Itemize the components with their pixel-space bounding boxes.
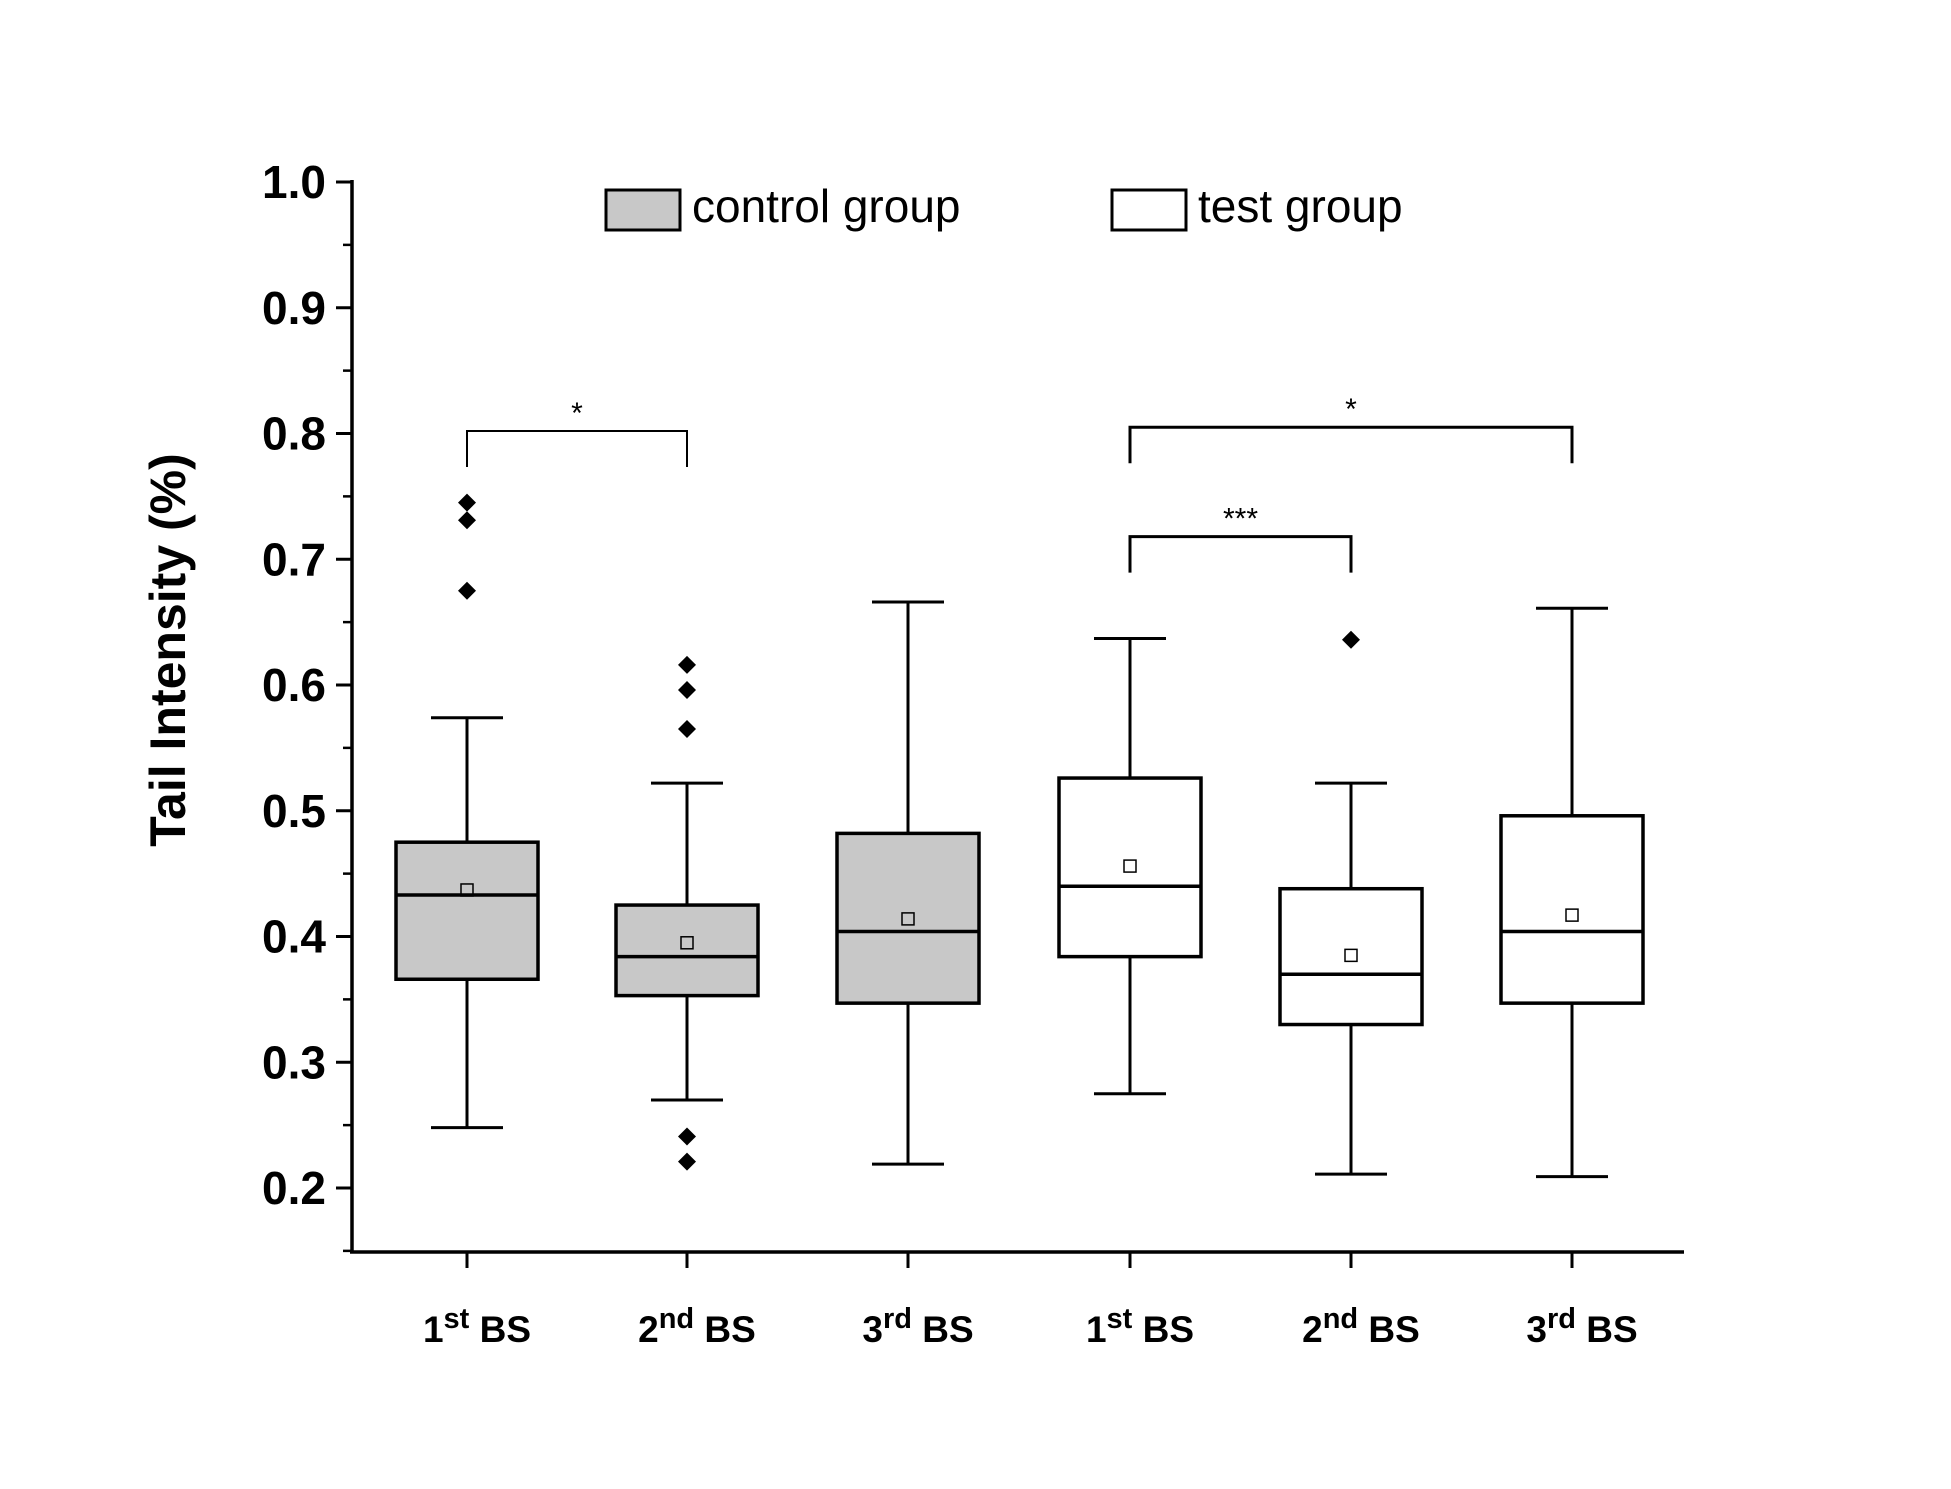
legend-swatch-test [1110,188,1188,232]
y-axis-title-text: Tail Intensity (%) [140,453,196,847]
sig-bracket-3: *** [1128,503,1353,573]
legend-swatch-control [604,188,682,232]
y-tick-label: 0.6 [262,659,326,711]
sig-bracket-2: * [1128,393,1574,464]
legend-label-control: control group [692,180,961,232]
y-tick-label: 0.9 [262,282,326,334]
mean-marker [1565,908,1579,922]
sig-label: *** [1223,503,1258,536]
outlier-point [458,581,476,600]
outlier-point [458,511,476,530]
y-tick-label: 0.2 [262,1162,326,1214]
x-category-label: 2nd BS [638,1303,756,1350]
box-3 [835,600,981,1166]
outlier-point [678,1127,696,1146]
outlier-point [678,720,696,739]
significance-brackets: * **** [466,393,1574,573]
y-tick-label: 1.0 [262,156,326,208]
y-tick-label: 0.3 [262,1036,326,1088]
box-1 [394,493,540,1130]
y-tick-label: 0.4 [262,911,326,963]
box-4 [1057,636,1203,1096]
outlier-point [678,655,696,674]
legend: control group test group [604,180,1403,232]
x-category-label: 2nd BS [1302,1303,1420,1350]
mean-marker [1344,948,1358,963]
box-5 [1278,630,1424,1176]
sig-bracket-line [466,429,688,467]
sig-bracket-line [1128,425,1574,464]
y-tick-label: 0.7 [262,533,326,585]
sig-label: * [1345,393,1357,426]
legend-label-test: test group [1198,180,1403,232]
sig-bracket-1: * [466,397,688,467]
sig-label: * [571,397,583,430]
y-tick-label: 0.8 [262,408,326,460]
y-axis-title: Tail Intensity (%) [140,453,196,847]
mean-marker [901,912,915,926]
x-category-label: 3rd BS [1526,1303,1637,1350]
axes: 0.2 0.3 0.4 0.5 0.6 0.7 0.8 0.9 1.0 [262,156,1684,1268]
outlier-point [678,681,696,700]
x-category-label: 1st BS [423,1303,531,1350]
box-iqr [1057,776,1203,959]
mean-marker [1123,859,1137,873]
category-labels: 1st BS 2nd BS 3rd BS 1st BS 2nd BS 3rd BS [423,1303,1638,1350]
outlier-point [458,493,476,512]
y-tick-label: 0.5 [262,785,326,837]
outlier-point [678,1152,696,1171]
box-6 [1499,606,1645,1179]
box-iqr [835,831,981,1005]
box-2 [614,655,760,1171]
mean-marker [460,883,474,897]
outlier-point [1342,630,1360,649]
x-category-label: 3rd BS [862,1303,973,1350]
box-iqr [614,903,760,998]
x-category-label: 1st BS [1086,1303,1194,1350]
box-iqr [394,840,540,982]
sig-bracket-line [1128,535,1353,573]
box-iqr [1278,886,1424,1027]
boxes [394,493,1645,1179]
mean-marker [680,936,694,950]
